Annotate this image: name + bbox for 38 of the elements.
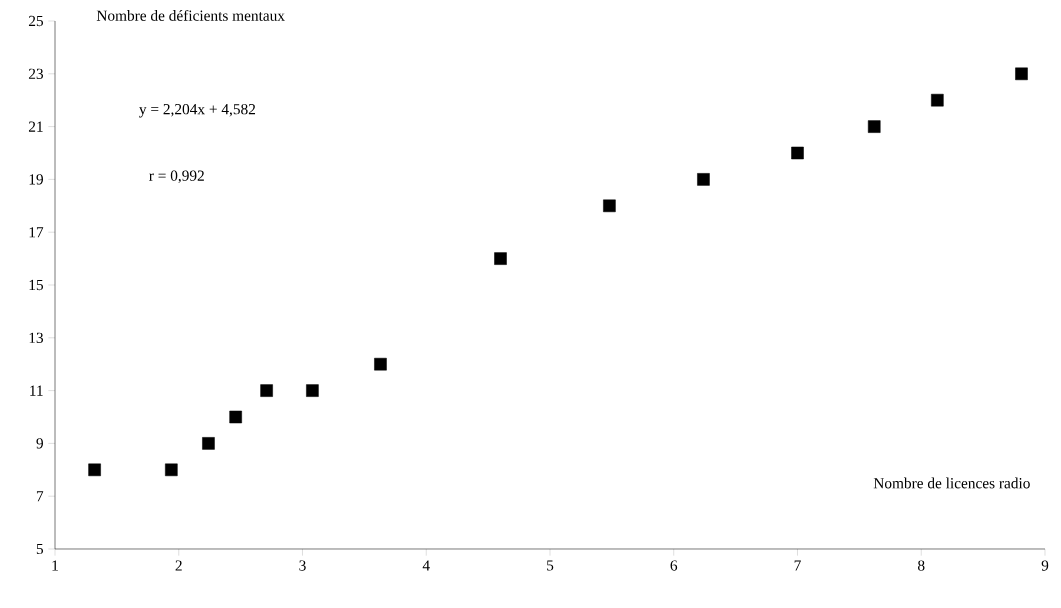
point (931, 93, 944, 107)
point (374, 357, 387, 371)
y-tick-label: 25 (28, 15, 44, 27)
point (202, 437, 215, 450)
point (791, 146, 804, 160)
point (165, 463, 178, 477)
y-tick-label: 13 (29, 332, 44, 343)
y-tick-label: 9 (36, 438, 43, 449)
y-tick-label: 19 (29, 174, 43, 185)
point (260, 384, 273, 397)
point (494, 252, 507, 265)
annotation: y = 2,204x + 4,582 (139, 104, 256, 118)
x-tick-label: 7 (794, 560, 801, 571)
x-axis-title: Nombre de licences radio (873, 477, 1030, 489)
y-tick-label: 21 (28, 121, 43, 132)
x-tick-label: 8 (918, 560, 925, 571)
x-tick-label: 3 (299, 560, 306, 571)
y-tick-label: 5 (36, 543, 44, 555)
point (306, 384, 319, 397)
x-tick-label: 6 (670, 560, 678, 571)
x-tick-label: 4 (422, 560, 430, 571)
point (867, 120, 881, 133)
y-tick-label: 17 (29, 227, 44, 238)
y-axis-title: Nombre de déficients mentaux (96, 9, 285, 21)
point (229, 410, 242, 424)
x-tick-label: 5 (547, 560, 554, 571)
x-tick-label: 9 (1041, 560, 1049, 571)
point (1015, 67, 1028, 81)
point (88, 463, 101, 477)
point (697, 173, 710, 186)
y-tick-label: 11 (30, 385, 43, 396)
annotation: r = 0,992 (149, 170, 204, 184)
y-tick-label: 23 (28, 68, 44, 79)
y-tick-label: 15 (29, 279, 44, 291)
x-tick-label: 1 (52, 560, 58, 571)
x-tick-label: 2 (175, 560, 182, 571)
point (603, 199, 616, 213)
y-tick-label: 7 (36, 491, 44, 502)
